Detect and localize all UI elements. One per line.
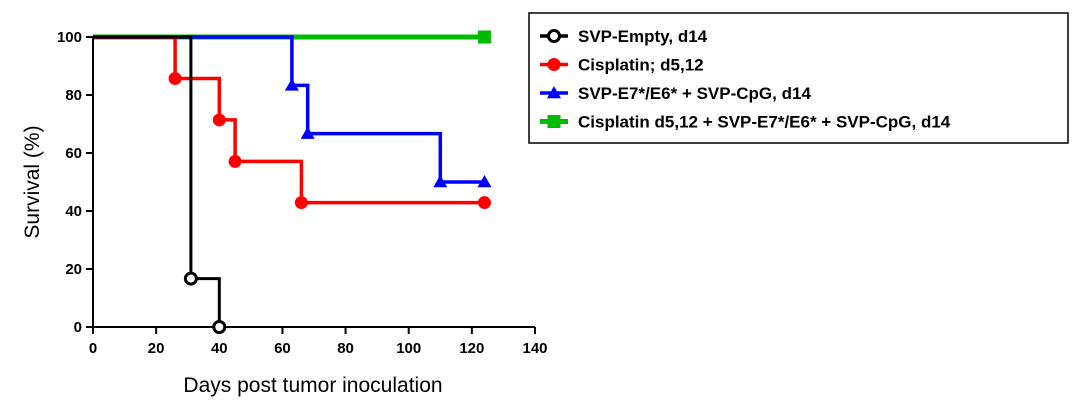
legend: SVP-Empty, d14 Cisplatin; d5,12 SVP-E7*/E6…: [528, 12, 1069, 144]
x-tick-label: 0: [89, 340, 97, 357]
data-point-2: [294, 196, 308, 210]
x-tick-label: 140: [522, 340, 547, 357]
y-tick-label: 80: [65, 87, 82, 104]
data-point-2: [477, 196, 491, 210]
x-tick-label: 60: [274, 340, 291, 357]
data-point-4: [477, 30, 491, 44]
data-point-1: [212, 320, 227, 334]
y-tick-label: 40: [65, 203, 82, 220]
legend-marker-4: [547, 115, 561, 128]
series-line-3: [93, 35, 485, 184]
y-tick-label: 0: [74, 319, 82, 336]
legend-box: [528, 12, 1069, 144]
data-point-2: [168, 71, 182, 85]
y-tick-label: 100: [57, 29, 82, 46]
legend-marker-2: [547, 58, 561, 71]
x-axis-title: Days post tumor inoculation: [183, 374, 442, 397]
series-line-1: [93, 35, 221, 327]
legend-label: SVP-E7*/E6* + SVP-CpG, d14: [578, 84, 811, 103]
data-point-3: [477, 175, 492, 188]
x-tick-label: 40: [211, 340, 228, 357]
data-point-3: [433, 175, 448, 188]
axes: [92, 37, 535, 328]
y-axis-title: Survival (%): [21, 125, 44, 238]
legend-label: SVP-Empty, d14: [578, 27, 708, 46]
markers-layer: [168, 30, 492, 334]
ticks: 0 20 40 60 80 100 120 140 0 20 40 60 80 100: [57, 29, 548, 357]
legend-label: Cisplatin d5,12 + SVP-E7*/E6* + SVP-CpG,…: [578, 113, 951, 132]
data-point-2: [228, 154, 242, 168]
x-tick-label: 120: [459, 340, 484, 357]
series-line-2: [93, 35, 485, 205]
legend-marker-3: [547, 86, 561, 99]
legend-label: Cisplatin; d5,12: [578, 56, 704, 75]
x-tick-label: 100: [396, 340, 421, 357]
x-tick-label: 80: [337, 340, 354, 357]
data-point-3: [300, 126, 315, 139]
y-tick-label: 20: [65, 261, 82, 278]
x-tick-label: 20: [148, 340, 165, 357]
y-tick-label: 60: [65, 145, 82, 162]
data-point-1: [183, 271, 198, 286]
data-point-2: [212, 113, 226, 127]
legend-marker-1: [547, 29, 561, 43]
data-point-3: [284, 78, 299, 91]
series-layer: [93, 34, 485, 327]
